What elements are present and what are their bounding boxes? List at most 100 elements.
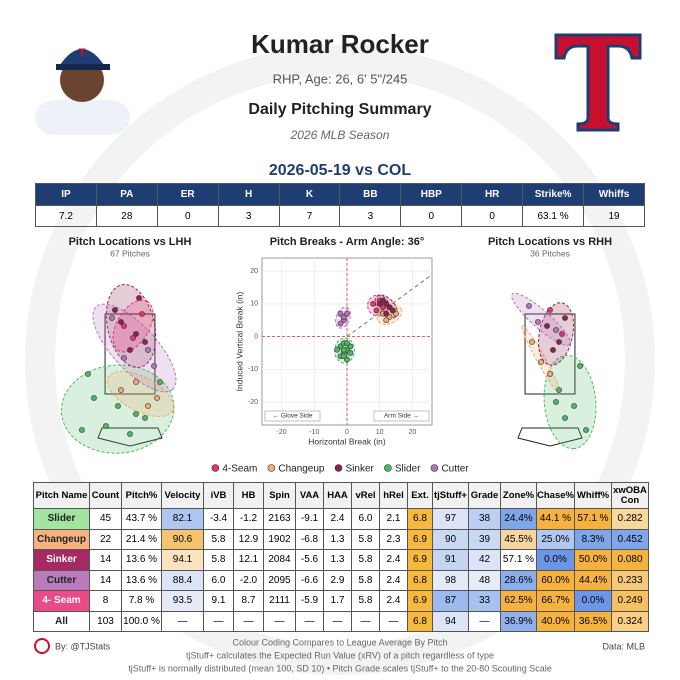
stat-cell: 5.8 — [351, 569, 380, 591]
stat-cell: 2.4 — [323, 508, 352, 530]
x-tick-label: 20 — [408, 429, 416, 436]
legend-marker — [267, 464, 276, 472]
column-header: tjStuff+ — [432, 482, 469, 509]
stat-cell: 24.4% — [500, 508, 537, 530]
stat-cell: 12.1 — [233, 549, 264, 571]
pitch-point — [556, 339, 562, 345]
column-header: IP — [35, 183, 97, 206]
column-header: H — [217, 183, 280, 206]
annotation: Arm Side → — [384, 413, 419, 420]
stat-cell: 0.0% — [536, 549, 575, 571]
stat-cell: 7 — [278, 205, 341, 227]
chart-title: Pitch Breaks - Arm Angle: 36° — [270, 236, 425, 248]
pitch-point — [142, 415, 148, 421]
stat-cell: 88.4 — [161, 569, 204, 591]
pitch-point — [157, 379, 163, 385]
legend-label: Sinker — [346, 464, 375, 475]
stat-cell: 7.8 % — [121, 590, 162, 612]
pitch-name: Cutter — [33, 569, 90, 591]
pitch-point — [547, 371, 553, 377]
pitch-point — [544, 323, 550, 329]
stat-cell: 1.3 — [323, 528, 352, 550]
stat-cell: 45.5% — [500, 528, 537, 550]
stat-cell: 0.233 — [611, 569, 649, 591]
stat-cell: 0.282 — [611, 508, 649, 530]
legend: 4-Seam Changeup Sinker Slider Cutter — [211, 464, 469, 475]
annotation-box — [264, 410, 321, 422]
pitch-point — [376, 300, 383, 307]
stat-cell: 91 — [432, 549, 469, 571]
pitch-point — [127, 431, 133, 437]
points — [334, 297, 399, 363]
column-header: HBP — [400, 183, 463, 206]
column-header: Strike% — [522, 183, 585, 206]
pitch-point — [373, 307, 380, 314]
pitch-point — [115, 403, 121, 409]
stat-cell: 90.6 — [161, 528, 204, 550]
pitch-table: Pitch Name Count Pitch% Velocity iVB HB Spin VA… — [33, 482, 649, 632]
player-name: Kumar Rocker — [251, 29, 429, 59]
pitch-point — [340, 353, 347, 360]
stat-cell: 2.1 — [379, 508, 408, 530]
stat-cell: 14 — [89, 549, 122, 571]
stat-cell: -1.2 — [233, 508, 264, 530]
pitch-point — [340, 346, 347, 353]
confidence-ellipse — [106, 370, 175, 418]
chart-title: Pitch Locations vs LHH — [69, 236, 192, 248]
legend-label: Changeup — [278, 464, 325, 475]
pitch-point — [103, 423, 109, 429]
pitch-point — [145, 347, 151, 353]
column-header: Count — [89, 482, 122, 509]
stat-cell: 43.7 % — [121, 508, 162, 530]
stat-cell: 98 — [432, 569, 469, 591]
stat-cell: — — [161, 610, 204, 632]
stat-cell: 7.2 — [35, 205, 97, 227]
column-header: Whiffs — [583, 183, 645, 206]
legend-label: 4-Seam — [222, 464, 257, 475]
player-photo: T — [35, 46, 130, 135]
column-header: xwOBA Con — [611, 482, 649, 509]
report-title: Daily Pitching Summary — [248, 101, 431, 118]
stat-cell: — — [323, 610, 352, 632]
stat-cell: 25.0% — [536, 528, 575, 550]
stat-cell: 100.0 % — [121, 610, 162, 632]
source: Data: MLB — [602, 641, 645, 651]
stat-cell: 19 — [583, 205, 645, 227]
stat-cell: 50.0% — [574, 549, 612, 571]
stat-cell: 6.8 — [407, 508, 433, 530]
pitch-point — [334, 346, 341, 353]
stat-cell: 21.4 % — [121, 528, 162, 550]
stat-cell: 103 — [89, 610, 122, 632]
strike-zone — [104, 313, 156, 395]
pitch-point — [109, 315, 115, 321]
home-plate — [97, 427, 163, 447]
y-tick-label: 20 — [250, 268, 258, 275]
stat-cell: 0 — [156, 205, 219, 227]
stat-cell: 94.1 — [161, 549, 204, 571]
pitch-point — [79, 427, 85, 433]
legend-marker — [334, 464, 343, 472]
strike-zone — [524, 313, 576, 395]
column-header: VAA — [295, 482, 324, 509]
stat-cell: 90 — [432, 528, 469, 550]
stat-cell: 2163 — [263, 508, 296, 530]
footer-note: Colour Coding Compares to League Average… — [233, 637, 448, 647]
pitch-point — [562, 315, 568, 321]
stat-cell: — — [468, 610, 501, 632]
pitch-point — [112, 307, 118, 313]
stat-cell: — — [379, 610, 408, 632]
pitch-point — [121, 355, 127, 361]
stat-cell: 6.0 — [203, 569, 234, 591]
column-header: K — [278, 183, 341, 206]
pitch-point — [118, 319, 124, 325]
pitch-row: Slider 45 43.7 % 82.1 -3.4 -1.2 2163 -9.1 2.4 6.0… — [33, 508, 649, 530]
pitch-point — [347, 350, 354, 356]
stat-cell: 2.3 — [379, 528, 408, 550]
chart-subtitle: 67 Pitches — [110, 248, 150, 258]
stat-cell: — — [295, 610, 324, 632]
stat-cell: 33 — [468, 590, 501, 612]
ellipses — [60, 283, 177, 454]
pitch-point — [535, 319, 541, 325]
stat-cell: 13.6 % — [121, 569, 162, 591]
y-tick-label: 0 — [254, 333, 258, 340]
